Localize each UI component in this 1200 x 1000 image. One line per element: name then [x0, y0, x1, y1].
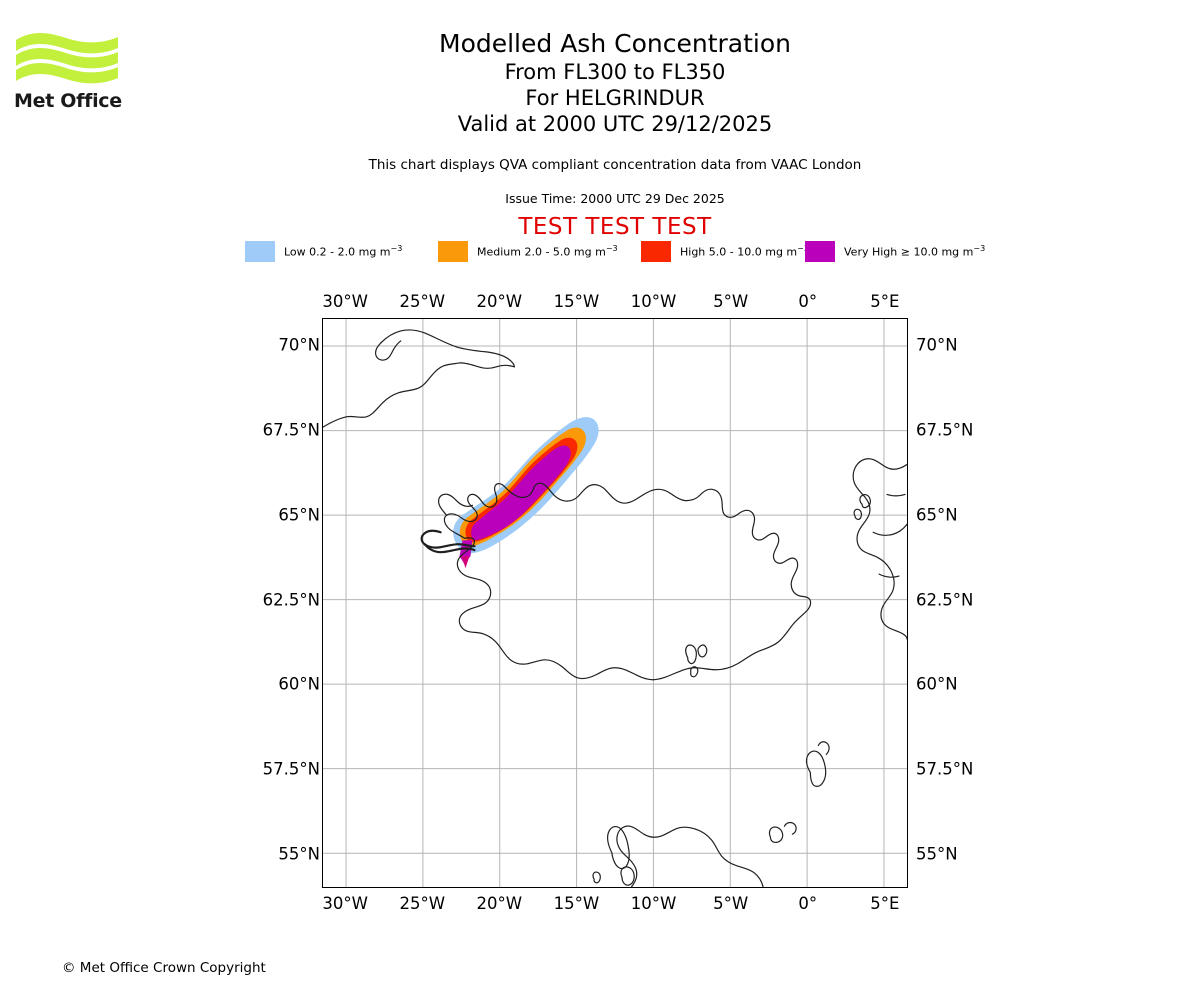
coastline-westfjords-detail [438, 493, 474, 516]
legend-swatch-icon [641, 240, 671, 262]
lat-tick-label: 70°N [278, 335, 320, 355]
coastline-greenland [323, 362, 462, 428]
coastline-iceland [443, 482, 812, 681]
issue-time-label: Issue Time: 2000 UTC 29 Dec 2025 [505, 191, 725, 206]
lon-tick-label: 30°W [322, 894, 368, 913]
map-gridlines [323, 319, 907, 887]
concentration-legend: Low 0.2 - 2.0 mg m−3 Medium 2.0 - 5.0 mg … [245, 240, 990, 262]
legend-item-high: High 5.0 - 10.0 mg m−3 [641, 240, 809, 262]
lon-tick-label: 5°W [713, 894, 749, 913]
copyright-notice: © Met Office Crown Copyright [62, 960, 266, 976]
ash-plume [453, 417, 599, 569]
lat-tick-label: 70°N [916, 335, 958, 355]
legend-item-low: Low 0.2 - 2.0 mg m−3 [245, 240, 402, 262]
lat-tick-label: 57.5°N [916, 759, 974, 779]
coastline-scotland-ne [695, 828, 764, 887]
legend-label: Medium 2.0 - 5.0 mg m−3 [477, 243, 618, 259]
coastline-small-isle-1 [592, 871, 601, 884]
valid-time-subtitle: Valid at 2000 UTC 29/12/2025 [457, 112, 773, 136]
coastline-faroe-islands-2 [697, 644, 708, 658]
lat-tick-label: 55°N [916, 844, 958, 864]
qva-compliance-note: This chart displays QVA compliant concen… [368, 157, 862, 173]
coastline-faroe-islands [685, 644, 697, 665]
lon-tick-label: 25°W [399, 292, 446, 311]
lat-tick-label: 57.5°N [262, 759, 320, 779]
met-office-logo-text: Met Office [14, 90, 122, 112]
coastline-norway-fjord-3 [878, 573, 900, 578]
page-title: Modelled Ash Concentration [439, 29, 791, 58]
plume-very-high-contour [471, 445, 571, 541]
coastline-greenland-inlet [374, 340, 402, 361]
coastline-orkney-2 [783, 821, 797, 835]
coastline-hebrides-south [620, 866, 635, 886]
coastline-faroe-islands-3 [690, 666, 699, 678]
lat-tick-label: 60°N [278, 674, 320, 694]
chart-title-block: Modelled Ash Concentration From FL300 to… [190, 28, 1040, 137]
coastline-norway-island-1 [859, 494, 871, 509]
met-office-wave-icon [16, 33, 118, 84]
coastline-greenland-ridge [459, 362, 515, 369]
lon-tick-label: 0° [798, 292, 818, 311]
lat-tick-label: 62.5°N [262, 590, 320, 610]
coastline-snaefellsnes [420, 529, 476, 549]
legend-label: Low 0.2 - 2.0 mg m−3 [284, 243, 403, 259]
coastline-norway-island-2 [853, 508, 862, 521]
lat-tick-label: 62.5°N [916, 590, 974, 610]
coastline-snaefellsnes-south [423, 543, 476, 554]
legend-item-medium: Medium 2.0 - 5.0 mg m−3 [438, 240, 618, 262]
coastline-norway [852, 458, 907, 640]
lat-tick-label: 55°N [278, 844, 320, 864]
coastlines [323, 329, 907, 887]
legend-swatch-icon [438, 240, 468, 262]
lat-tick-label: 65°N [916, 505, 958, 525]
lat-tick-label: 67.5°N [262, 420, 320, 440]
lon-tick-label: 5°E [870, 894, 900, 913]
lon-tick-label: 20°W [476, 894, 523, 913]
lon-tick-label: 15°W [553, 894, 600, 913]
coastline-shetland-north [817, 741, 830, 756]
lon-tick-label: 20°W [476, 292, 523, 311]
coastline-greenland-north [380, 329, 515, 368]
lat-tick-label: 67.5°N [916, 420, 974, 440]
test-banner: TEST TEST TEST [518, 214, 712, 240]
plume-source-tail [461, 556, 470, 569]
volcano-subtitle: For HELGRINDUR [525, 86, 705, 110]
coastline-norway-fjord-2 [872, 523, 907, 536]
legend-label: High 5.0 - 10.0 mg m−3 [680, 243, 809, 259]
lon-tick-label: 10°W [630, 894, 677, 913]
lon-tick-label: 5°E [870, 292, 900, 311]
legend-swatch-icon [805, 240, 835, 262]
coastline-shetland [805, 750, 827, 787]
coastline-scotland [616, 825, 697, 887]
coastline-orkney [768, 826, 784, 843]
coastline-outer-hebrides [607, 825, 630, 870]
lat-tick-label: 65°N [278, 505, 320, 525]
lon-tick-label: 0° [798, 894, 818, 913]
lon-tick-label: 10°W [630, 292, 677, 311]
map-plot-area [322, 318, 908, 888]
ash-concentration-map [323, 319, 907, 887]
legend-label: Very High ≥ 10.0 mg m−3 [844, 243, 986, 259]
flight-level-subtitle: From FL300 to FL350 [504, 60, 726, 84]
coastline-norway-fjord-1 [886, 493, 906, 497]
lon-tick-label: 25°W [399, 894, 446, 913]
legend-item-very: Very High ≥ 10.0 mg m−3 [805, 240, 985, 262]
legend-swatch-icon [245, 240, 275, 262]
lon-tick-label: 5°W [713, 292, 749, 311]
met-office-logo: Met Office [14, 28, 134, 113]
lon-tick-label: 15°W [553, 292, 600, 311]
lat-tick-label: 60°N [916, 674, 958, 694]
lon-tick-label: 30°W [322, 292, 368, 311]
